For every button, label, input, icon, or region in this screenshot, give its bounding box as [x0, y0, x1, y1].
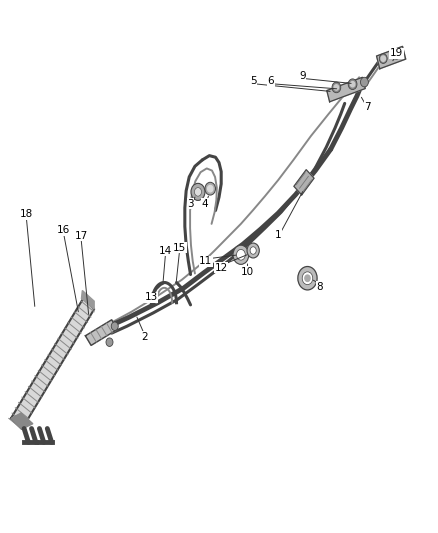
Polygon shape	[85, 320, 117, 345]
Circle shape	[302, 272, 313, 285]
Text: 18: 18	[20, 209, 33, 219]
Circle shape	[379, 54, 387, 63]
Text: 1: 1	[275, 230, 282, 239]
Text: 8: 8	[316, 282, 323, 292]
Circle shape	[250, 247, 256, 254]
Circle shape	[247, 243, 259, 258]
Circle shape	[208, 185, 213, 192]
Circle shape	[334, 85, 339, 90]
Circle shape	[381, 56, 385, 61]
Text: 15: 15	[173, 243, 186, 253]
Text: 19: 19	[390, 49, 403, 58]
Text: 13: 13	[145, 293, 158, 302]
Circle shape	[392, 50, 400, 59]
Text: 12: 12	[215, 263, 228, 272]
Circle shape	[191, 183, 205, 200]
Text: 10: 10	[241, 267, 254, 277]
Text: 4: 4	[201, 199, 208, 208]
Circle shape	[205, 182, 215, 195]
Circle shape	[111, 322, 118, 330]
Polygon shape	[81, 290, 94, 309]
Polygon shape	[11, 413, 33, 429]
Text: 5: 5	[250, 76, 257, 86]
Text: 3: 3	[187, 199, 194, 208]
Text: 7: 7	[364, 102, 371, 111]
Polygon shape	[294, 169, 314, 195]
Text: 2: 2	[141, 332, 148, 342]
Circle shape	[194, 188, 201, 196]
Circle shape	[237, 249, 245, 260]
Circle shape	[298, 266, 317, 290]
Text: 17: 17	[74, 231, 88, 240]
Text: 6: 6	[267, 76, 274, 86]
Text: 14: 14	[159, 246, 172, 255]
Polygon shape	[377, 46, 406, 69]
Polygon shape	[327, 77, 365, 102]
Circle shape	[332, 82, 341, 93]
Circle shape	[305, 275, 310, 281]
Circle shape	[233, 245, 249, 264]
Text: 11: 11	[199, 256, 212, 266]
Circle shape	[348, 79, 357, 90]
Text: 9: 9	[299, 71, 306, 80]
Circle shape	[106, 338, 113, 346]
Text: 16: 16	[57, 225, 70, 235]
Circle shape	[394, 52, 399, 57]
Polygon shape	[11, 298, 94, 429]
Circle shape	[350, 82, 355, 87]
Circle shape	[360, 77, 368, 87]
